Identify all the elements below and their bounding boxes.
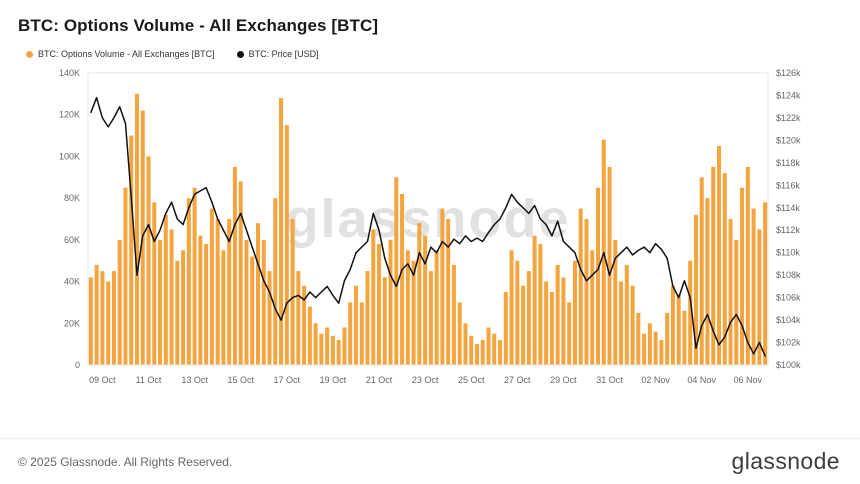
svg-text:25 Oct: 25 Oct	[458, 375, 485, 385]
legend-item-options-volume[interactable]: BTC: Options Volume - All Exchanges [BTC…	[26, 49, 215, 59]
page-title: BTC: Options Volume - All Exchanges [BTC…	[18, 16, 379, 35]
svg-text:27 Oct: 27 Oct	[504, 375, 531, 385]
svg-text:40K: 40K	[64, 277, 80, 287]
svg-text:$102k: $102k	[776, 338, 801, 348]
watermark: glassnode	[285, 189, 570, 249]
svg-text:11 Oct: 11 Oct	[136, 375, 162, 385]
legend-item-btc-price[interactable]: BTC: Price [USD]	[236, 49, 319, 59]
legend-label-options-volume: BTC: Options Volume - All Exchanges [BTC…	[38, 49, 215, 59]
svg-text:$110k: $110k	[776, 248, 800, 258]
svg-text:$112k: $112k	[776, 225, 800, 235]
svg-text:17 Oct: 17 Oct	[274, 375, 301, 385]
svg-text:$118k: $118k	[776, 158, 800, 168]
glassnode-logo: glassnode	[731, 448, 840, 474]
svg-text:$108k: $108k	[776, 270, 801, 280]
svg-text:23 Oct: 23 Oct	[412, 375, 439, 385]
svg-text:$104k: $104k	[776, 315, 801, 325]
svg-text:140K: 140K	[59, 68, 80, 78]
svg-text:$124k: $124k	[776, 90, 801, 100]
svg-text:$126k: $126k	[776, 68, 801, 78]
svg-text:13 Oct: 13 Oct	[181, 375, 208, 385]
svg-text:$116k: $116k	[776, 180, 800, 190]
chart-area: glassnode 0 20K 40K 60K 80K 100K 120K 140K $100k $…	[0, 63, 860, 400]
svg-text:31 Oct: 31 Oct	[596, 375, 623, 385]
chart-canvas: glassnode 0 20K 40K 60K 80K 100K 120K 140K $100k $…	[59, 68, 801, 385]
svg-text:19 Oct: 19 Oct	[320, 375, 347, 385]
svg-text:20K: 20K	[64, 318, 80, 328]
svg-text:120K: 120K	[59, 110, 80, 120]
legend-label-btc-price: BTC: Price [USD]	[248, 49, 319, 59]
copyright-text: © 2025 Glassnode. All Rights Reserved.	[18, 454, 233, 469]
footer: © 2025 Glassnode. All Rights Reserved. g…	[0, 438, 860, 484]
svg-text:02 Nov: 02 Nov	[641, 375, 670, 385]
svg-text:100K: 100K	[59, 151, 80, 161]
svg-text:21 Oct: 21 Oct	[366, 375, 393, 385]
svg-text:80K: 80K	[64, 193, 80, 203]
svg-text:29 Oct: 29 Oct	[550, 375, 577, 385]
chart-legend: BTC: Options Volume - All Exchanges [BTC…	[26, 49, 860, 59]
legend-dot-orange-icon	[26, 50, 33, 58]
svg-text:$120k: $120k	[776, 135, 801, 145]
svg-text:0: 0	[75, 360, 80, 370]
svg-text:$100k: $100k	[776, 360, 801, 370]
svg-text:06 Nov: 06 Nov	[734, 375, 763, 385]
svg-text:$122k: $122k	[776, 113, 801, 123]
svg-text:04 Nov: 04 Nov	[687, 375, 716, 385]
svg-text:$106k: $106k	[776, 293, 801, 303]
svg-text:60K: 60K	[64, 235, 80, 245]
svg-text:$114k: $114k	[776, 203, 800, 213]
legend-dot-black-icon	[236, 50, 244, 58]
svg-text:15 Oct: 15 Oct	[227, 375, 254, 385]
svg-text:09 Oct: 09 Oct	[89, 375, 116, 385]
